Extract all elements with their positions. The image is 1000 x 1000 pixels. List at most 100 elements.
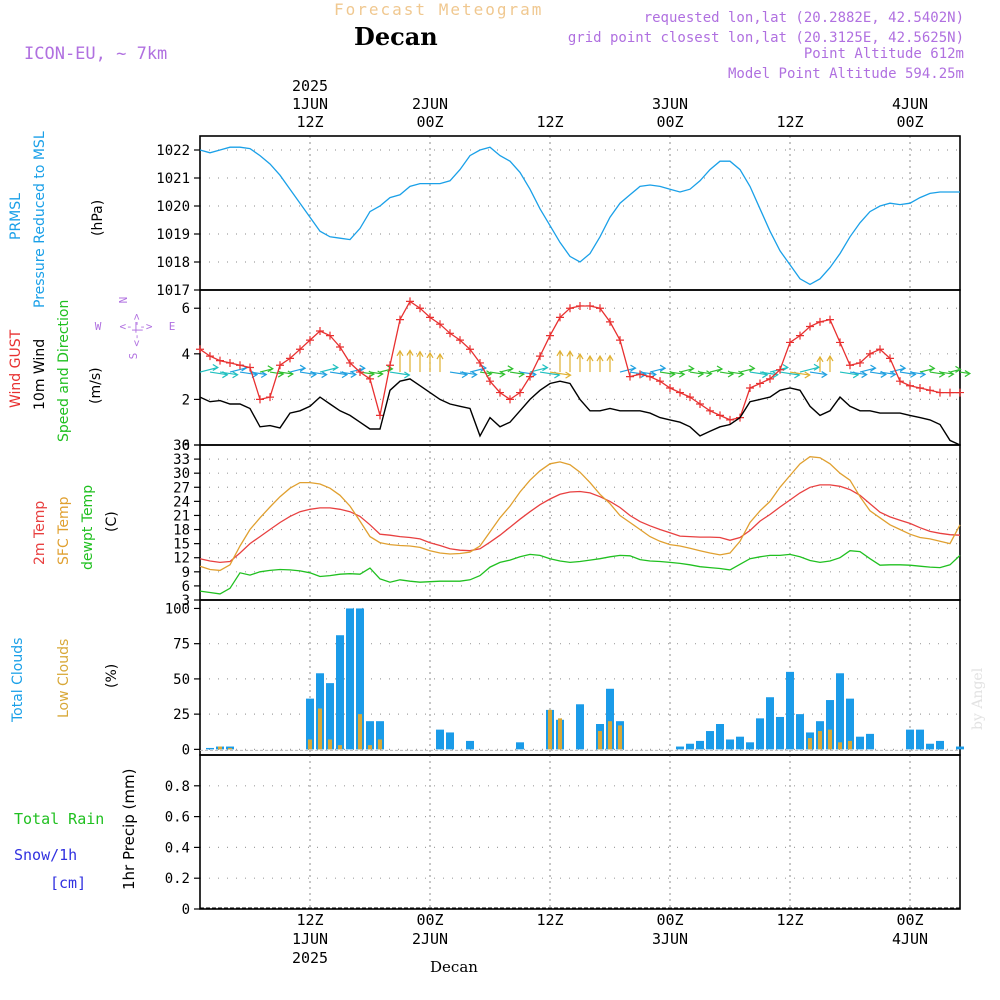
gust-marker (536, 352, 544, 361)
wind-arrow (319, 366, 338, 373)
y-tick-label: 25 (173, 707, 190, 723)
wind-arrow (929, 371, 945, 375)
wind-arrow (259, 368, 273, 373)
y-tick-label: 1021 (156, 171, 190, 187)
total-cloud-bar (516, 742, 524, 750)
wind-arrow-head (426, 351, 434, 359)
y-tick-label: 0.4 (165, 840, 190, 856)
wind-arrow-head (826, 354, 834, 362)
wind-arrow (669, 371, 685, 375)
gust-marker (776, 365, 784, 374)
wind-arrow-head (480, 364, 488, 372)
gust-marker (226, 358, 234, 367)
total-cloud-bar (746, 742, 754, 750)
compass-s: S (127, 353, 140, 360)
wind-arrow (389, 371, 410, 376)
total-cloud-bar (716, 724, 724, 750)
total-cloud-bar (366, 721, 374, 750)
wind-arrow (639, 371, 656, 376)
y-tick-label: 15 (173, 537, 190, 553)
total-cloud-bar (906, 729, 914, 750)
y-tick-label: 100 (165, 601, 190, 617)
gust-marker (606, 317, 614, 326)
low-cloud-bar (558, 718, 562, 750)
low-cloud-bar (548, 709, 552, 750)
wind-arrow-head (471, 371, 478, 379)
total-cloud-bar (786, 671, 794, 750)
wind-arrow (269, 371, 284, 375)
y-tick-label: 0.8 (165, 779, 190, 795)
y-tick-label: 30 (173, 466, 190, 482)
y-tick-label: 50 (173, 672, 190, 688)
wind-arrow-head (890, 370, 897, 378)
snow-unit: [cm] (50, 874, 87, 892)
wind-arrow-head (486, 370, 493, 378)
wind-arrow (239, 371, 258, 376)
y-tick-label: 6 (182, 301, 190, 317)
point-altitude: Point Altitude 612m (803, 46, 964, 62)
time-label-bottom: 00Z (896, 911, 923, 929)
gust-marker (786, 338, 794, 347)
wind-arrow (659, 371, 675, 375)
wind-arrow (329, 371, 348, 376)
wind-speed-line (199, 378, 961, 446)
gust-marker (546, 331, 554, 340)
wind-arrow-head (964, 370, 972, 378)
y-tick-label: 3 (182, 593, 190, 609)
wind-arrow-head (260, 370, 268, 379)
wind-arrow-head (955, 365, 962, 373)
wind-arrow (729, 371, 744, 375)
gust-marker (516, 388, 524, 397)
total-cloud-bar (336, 635, 344, 750)
gust-marker (936, 388, 944, 397)
wind-arrow (539, 371, 560, 376)
y-tick-label: 24 (173, 494, 190, 510)
gust-marker (826, 315, 834, 324)
gust-marker (856, 358, 864, 367)
y-tick-label: 4 (182, 347, 190, 363)
gust-marker (256, 395, 264, 404)
wind-arrow-head (706, 370, 713, 378)
wind-arrow (489, 371, 505, 375)
wind-arrow-head (277, 370, 285, 378)
gust-marker (486, 377, 494, 386)
wind-arrow-head (697, 370, 705, 378)
time-label-top: 12Z (536, 113, 563, 131)
gust-marker (846, 361, 854, 370)
wind-arrow (959, 371, 970, 375)
gust-marker (236, 361, 244, 370)
wind-arrow-head (804, 371, 811, 379)
y-tick-label: 9 (182, 565, 190, 581)
wind-arrow-head (899, 364, 907, 372)
gust-marker (746, 384, 754, 393)
wind-arrow-head (287, 370, 295, 378)
gust-marker (766, 374, 774, 383)
total-cloud-bar (936, 740, 944, 750)
gust-marker (926, 386, 934, 395)
wind-arrow-head (436, 352, 444, 360)
wind-arrow-head (332, 363, 339, 372)
low-cloud-bar (328, 739, 332, 750)
y-tick-label: 18 (173, 523, 190, 539)
y-tick-label: 0.2 (165, 871, 190, 887)
temp2m-line (199, 484, 961, 564)
gust-marker (816, 317, 824, 326)
time-label-top: 1JUN (292, 95, 328, 113)
wind-arrow (449, 371, 468, 376)
low-cloud-bar (218, 746, 222, 750)
y-tick-label: 27 (173, 480, 190, 496)
wind-arrow-head (406, 349, 414, 356)
gust-marker (216, 356, 224, 365)
wind-arrow (499, 368, 513, 373)
wind-arrow-head (359, 364, 366, 372)
gust-marker (696, 399, 704, 408)
gust-marker (316, 327, 324, 336)
wind-arrow (369, 371, 383, 375)
wind-arrow (849, 371, 867, 376)
total-cloud-bar (686, 743, 694, 750)
wind-arrow (899, 371, 916, 375)
total-cloud-bar (306, 698, 314, 750)
gust-marker (386, 361, 394, 370)
gust-marker (876, 345, 884, 354)
total-cloud-bar (736, 736, 744, 750)
